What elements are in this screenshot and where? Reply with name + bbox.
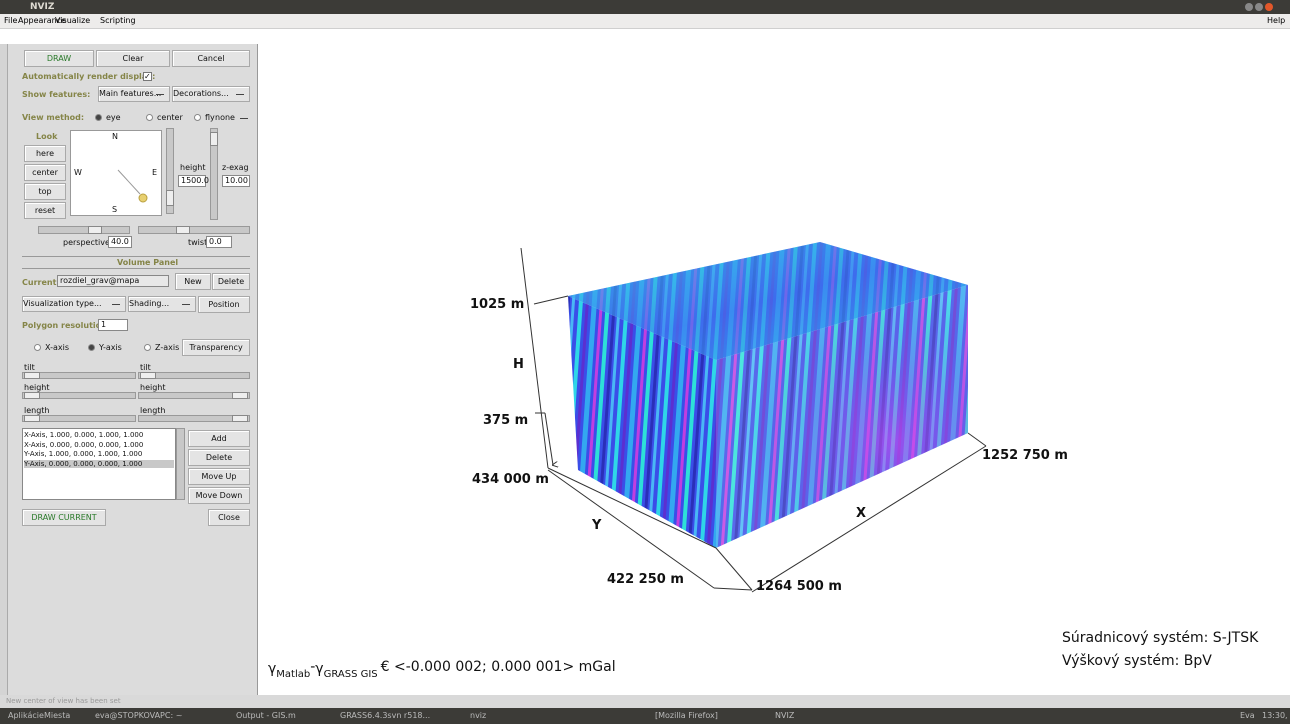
screen: NVIZ FileAppearanceVisualizeScriptingHel…: [0, 0, 1290, 724]
label-bottom: 375 m: [483, 413, 528, 428]
status-bar: New center of view has been set: [0, 695, 1290, 708]
gamma: γ: [268, 661, 276, 677]
taskbar-clock[interactable]: 13:30, Wed 12. Dec: [1262, 711, 1290, 720]
taskbar-item[interactable]: Output - GIS.m: [236, 711, 296, 720]
taskbar-user[interactable]: Eva: [1240, 711, 1255, 720]
label-y-near: 422 250 m: [607, 572, 684, 587]
coord-system: Súradnicový systém: S-JTSK: [1062, 630, 1259, 646]
taskbar-item[interactable]: Miesta: [44, 711, 70, 720]
label-top: 1025 m: [470, 297, 524, 312]
sub: Matlab: [276, 669, 310, 680]
page: NVIZ {"window": {"title": "NVIZ"}, "menu…: [0, 0, 1290, 724]
label-y: Y: [591, 518, 602, 533]
taskbar-item[interactable]: NVIZ: [775, 711, 794, 720]
label-x-near: 1264 500 m: [756, 579, 842, 594]
taskbar-item[interactable]: GRASS6.4.3svn r518...: [340, 711, 430, 720]
taskbar-item[interactable]: [Mozilla Firefox]: [655, 711, 718, 720]
sub: GRASS GIS: [324, 669, 378, 680]
taskbar-item[interactable]: Aplikácie: [8, 711, 44, 720]
formula: γMatlab-γGRASS GIS€ <-0.000 002; 0.000 0…: [268, 659, 616, 680]
label-y-far: 434 000 m: [472, 472, 549, 487]
taskbar-item[interactable]: eva@STOPKOVAPC: ~: [95, 711, 182, 720]
volume-box: [568, 242, 968, 548]
taskbar-item[interactable]: nviz: [470, 711, 486, 720]
figure: 1025 m H 375 m 434 000 m Y 422 250 m 126…: [0, 0, 1290, 724]
label-h: H: [513, 357, 524, 372]
range: € <-0.000 002; 0.000 001> mGal: [381, 659, 616, 675]
label-x: X: [856, 506, 866, 521]
height-system: Výškový systém: BpV: [1062, 653, 1212, 669]
gamma: γ: [315, 661, 323, 677]
label-x-far: 1252 750 m: [982, 448, 1068, 463]
